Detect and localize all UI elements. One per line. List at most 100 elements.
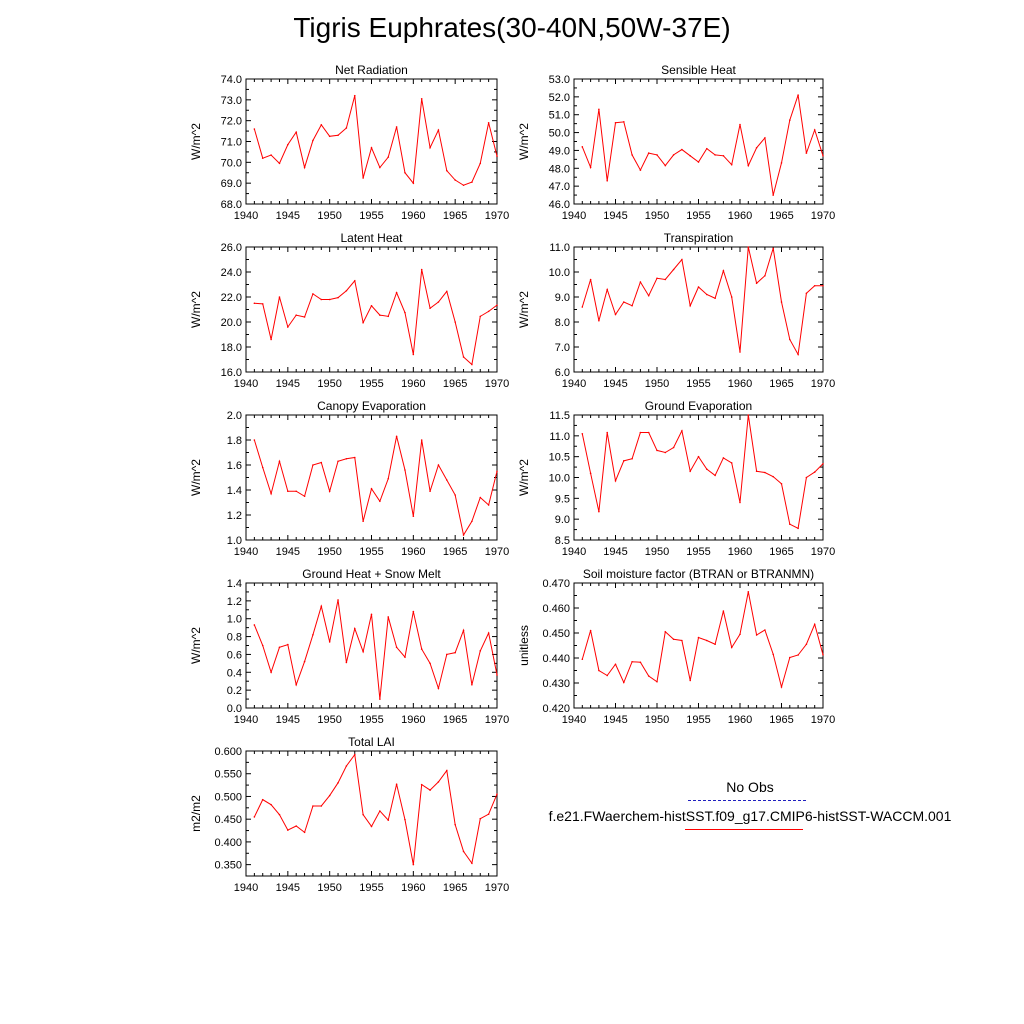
y-tick-label: 1.4 (227, 578, 242, 590)
data-point (656, 449, 658, 452)
data-point (337, 782, 339, 784)
data-point (395, 435, 398, 438)
x-tick-label: 1970 (485, 882, 509, 894)
data-point (739, 633, 741, 636)
data-point (606, 674, 608, 677)
data-point (739, 351, 741, 353)
x-tick-label: 1960 (728, 546, 752, 558)
data-point (412, 610, 415, 613)
y-tick-label: 10.0 (549, 267, 570, 279)
data-point (345, 661, 348, 664)
data-point (681, 148, 683, 151)
data-point (270, 338, 272, 341)
chart-panel: 1940 1945 1950 1955 1960 1965 1970 0.420 0.430 0.… (517, 567, 835, 726)
x-tick-label: 1945 (276, 210, 300, 222)
data-point (412, 515, 415, 518)
data-point (813, 129, 816, 131)
data-point (689, 154, 691, 157)
panel-title: Sensible Heat (661, 63, 736, 77)
data-point (412, 353, 415, 356)
y-axis-label: W/m^2 (189, 459, 203, 496)
data-point (631, 304, 633, 307)
data-point (672, 446, 675, 449)
x-tick-label: 1945 (276, 714, 300, 726)
data-point (755, 470, 758, 473)
data-point (303, 495, 306, 498)
x-tick-label: 1955 (686, 546, 710, 558)
data-point (714, 154, 716, 156)
data-point (462, 534, 465, 536)
data-point (320, 605, 323, 608)
data-point (379, 500, 381, 503)
data-point (722, 610, 725, 612)
data-point (320, 461, 323, 464)
data-point (270, 803, 272, 806)
data-point (278, 813, 281, 816)
data-point (496, 793, 498, 795)
data-point (606, 431, 608, 434)
x-tick-label: 1955 (359, 714, 383, 726)
series-line (254, 269, 498, 366)
y-axis-label: W/m^2 (189, 123, 203, 160)
chart-panel: 1940 1945 1950 1955 1960 1965 1970 6.0 7.0 8.0 9.0… (517, 231, 835, 390)
y-tick-label: 0.4 (227, 667, 242, 679)
panel-title: Ground Evaporation (645, 399, 752, 413)
x-tick-label: 1970 (485, 546, 509, 558)
series-line (581, 246, 823, 357)
x-tick-label: 1955 (686, 378, 710, 390)
data-point (303, 660, 306, 663)
data-point (395, 646, 398, 649)
data-point (287, 143, 289, 146)
data-point (362, 813, 364, 816)
data-point (822, 154, 824, 157)
x-tick-label: 1950 (317, 210, 341, 222)
y-tick-label: 8.0 (555, 317, 570, 329)
data-point (429, 662, 431, 665)
data-point (454, 823, 456, 826)
data-point (446, 769, 448, 772)
data-point (287, 326, 289, 328)
y-tick-label: 51.0 (549, 110, 570, 122)
y-tick-label: 1.6 (227, 460, 242, 472)
y-tick-label: 49.0 (549, 145, 570, 157)
data-point (614, 663, 617, 666)
y-tick-label: 70.0 (221, 157, 242, 169)
y-tick-label: 20.0 (221, 317, 242, 329)
y-tick-label: 10.5 (549, 452, 570, 464)
data-point (697, 161, 700, 163)
data-point (412, 863, 415, 866)
panel-title: Transpiration (664, 231, 734, 245)
data-point (387, 156, 390, 158)
data-point (789, 523, 791, 525)
data-point (479, 650, 482, 652)
data-point (598, 510, 600, 513)
data-point (328, 794, 331, 797)
data-point (664, 278, 667, 281)
x-tick-label: 1940 (234, 546, 258, 558)
data-point (454, 651, 456, 654)
data-point (462, 850, 465, 853)
y-tick-label: 6.0 (555, 367, 570, 379)
data-point (647, 431, 650, 434)
series-line (581, 591, 824, 689)
data-point (353, 753, 356, 756)
data-point (689, 304, 691, 307)
data-point (822, 284, 824, 287)
data-point (487, 632, 490, 634)
data-point (714, 297, 716, 300)
data-point (395, 783, 398, 785)
data-point (471, 683, 473, 686)
y-tick-label: 22.0 (221, 292, 242, 304)
x-tick-label: 1955 (359, 378, 383, 390)
data-point (764, 629, 766, 631)
data-point (681, 639, 683, 642)
data-point (487, 310, 490, 313)
data-point (681, 430, 683, 432)
x-tick-label: 1970 (811, 546, 835, 558)
data-point (261, 157, 264, 159)
data-point (312, 293, 314, 295)
y-tick-label: 72.0 (221, 116, 242, 128)
x-tick-label: 1970 (485, 378, 509, 390)
y-tick-label: 10.0 (549, 473, 570, 485)
x-tick-label: 1960 (728, 714, 752, 726)
